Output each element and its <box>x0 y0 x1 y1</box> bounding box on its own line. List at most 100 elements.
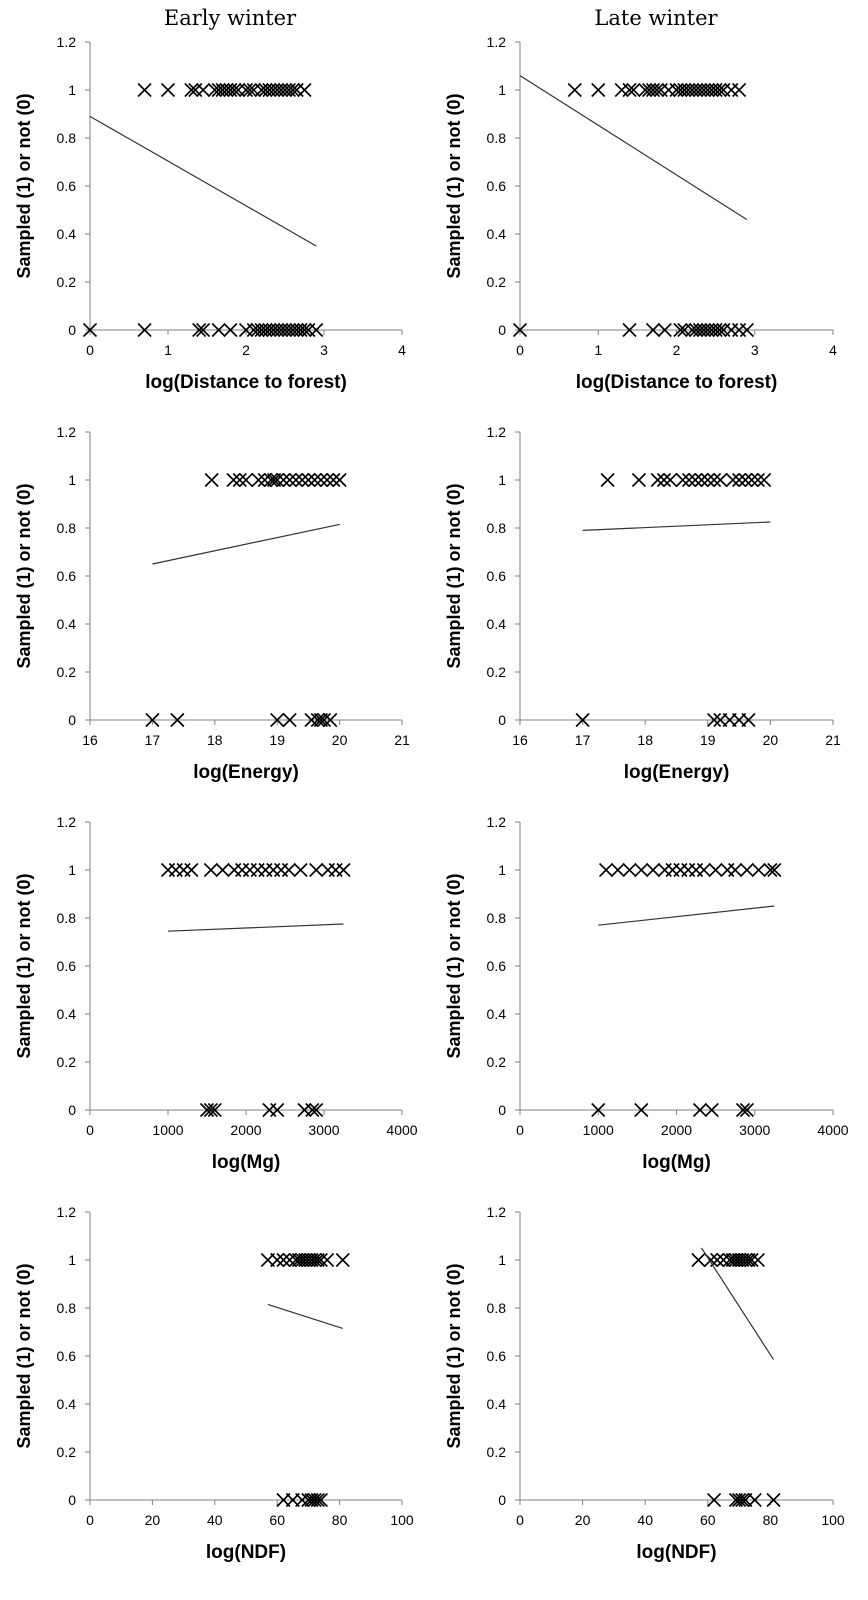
chart-early-mg-point-sampled <box>309 862 324 878</box>
chart-early-energy-point-sampled <box>232 472 247 488</box>
chart-early-energy-point-sampled <box>301 472 316 488</box>
chart-late-ndf-point-not-sampled <box>706 1492 722 1508</box>
chart-early-energy-y-tick-label: 0.6 <box>57 568 77 584</box>
chart-early-ndf-x-tick-label: 40 <box>207 1512 223 1528</box>
chart-late-distance-y-tick-label: 0.8 <box>487 130 507 146</box>
chart-early-energy-point-sampled <box>332 472 347 488</box>
chart-late-mg-point-sampled <box>657 862 672 878</box>
chart-late-mg-x-tick-label: 2000 <box>661 1122 692 1138</box>
chart-late-energy-x-tick-label: 18 <box>637 732 653 748</box>
chart-late-distance-point-sampled <box>661 82 676 98</box>
chart-early-distance-x-tick-label: 3 <box>320 342 328 358</box>
chart-early-energy-y-tick-label: 0.4 <box>57 616 77 632</box>
chart-early-mg-y-tick-label: 0 <box>68 1102 76 1118</box>
chart-early-energy-point-not-sampled <box>170 712 185 728</box>
chart-late-energy-y-tick-label: 0.2 <box>487 664 507 680</box>
chart-late-ndf-point-not-sampled <box>735 1492 750 1508</box>
chart-late-mg-point-sampled <box>688 862 704 878</box>
chart-late-distance-point-not-sampled <box>673 322 688 338</box>
chart-late-energy-point-not-sampled <box>741 712 756 728</box>
chart-late-ndf-point-not-sampled <box>747 1492 762 1508</box>
chart-early-energy-point-sampled <box>288 472 303 488</box>
chart-late-distance-y-tick-label: 0.6 <box>487 178 507 194</box>
chart-early-distance-point-not-sampled <box>137 322 152 338</box>
chart-early-distance-point-not-sampled <box>82 322 98 338</box>
chart-late-mg-point-not-sampled <box>704 1102 719 1118</box>
chart-early-distance-y-tick-label: 1 <box>68 82 76 98</box>
chart-late-distance-x-axis-label: log(Distance to forest) <box>576 372 778 393</box>
chart-early-distance-point-sampled <box>196 82 211 98</box>
chart-late-energy-point-sampled <box>600 472 615 488</box>
chart-early-mg-point-sampled <box>320 862 335 878</box>
chart-early-energy-x-tick-label: 16 <box>82 732 98 748</box>
chart-late-mg-point-sampled <box>739 862 754 878</box>
chart-early-mg-y-tick-label: 0.4 <box>57 1006 77 1022</box>
chart-early-energy-y-tick-label: 0.2 <box>57 664 77 680</box>
chart-early-ndf-point-sampled <box>335 1252 350 1268</box>
chart-late-distance-point-not-sampled <box>657 322 672 338</box>
chart-early-energy-point-sampled <box>226 472 241 488</box>
chart-early-mg-point-not-sampled <box>203 1102 218 1118</box>
chart-early-mg-y-tick-label: 1 <box>68 862 76 878</box>
chart-late-energy-x-tick-label: 17 <box>575 732 591 748</box>
chart-late-energy-point-sampled <box>688 472 703 488</box>
chart-early-energy-point-sampled <box>313 472 328 488</box>
chart-late-mg-point-sampled <box>622 862 637 878</box>
chart-early-ndf-point-sampled <box>307 1252 322 1268</box>
chart-late-distance-point-sampled <box>591 82 606 98</box>
chart-early-mg-x-tick-label: 4000 <box>386 1122 417 1138</box>
chart-early-energy-point-not-sampled <box>316 712 332 728</box>
chart-late-ndf-y-tick-label: 0 <box>498 1492 506 1508</box>
chart-early-ndf-y-tick-label: 0.2 <box>57 1444 77 1460</box>
chart-early-distance-x-tick-label: 2 <box>242 342 250 358</box>
chart-late-mg-point-sampled <box>720 862 735 878</box>
chart-early-energy-trend-line <box>152 523 340 565</box>
chart-late-mg-point-sampled <box>645 862 661 878</box>
chart-late-energy-point-sampled <box>681 472 697 488</box>
chart-early-energy: 0 0.2 0.4 0.6 0.8 1 1.2 16 17 18 19 20 21 log(Energy)… <box>14 424 410 783</box>
chart-early-distance-point-sampled <box>160 82 176 98</box>
chart-early-distance-point-sampled <box>184 82 199 98</box>
chart-late-ndf-point-sampled <box>710 1252 725 1268</box>
chart-late-ndf-point-sampled <box>738 1252 753 1268</box>
chart-late-mg-point-not-sampled <box>591 1102 606 1118</box>
chart-late-energy-y-tick-label: 0.6 <box>487 568 507 584</box>
chart-late-distance-x-tick-label: 3 <box>751 342 759 358</box>
chart-early-distance-trend-line <box>89 115 317 247</box>
chart-late-mg-point-sampled <box>708 862 723 878</box>
chart-early-distance-point-sampled <box>227 82 242 98</box>
chart-late-mg-y-tick-label: 1.2 <box>487 814 507 830</box>
chart-late-energy-trend-line <box>582 521 771 531</box>
chart-late-energy-point-sampled <box>694 472 709 488</box>
chart-late-distance-point-sampled <box>724 82 739 98</box>
chart-early-mg-point-sampled <box>176 862 191 878</box>
chart-early-energy-point-sampled <box>326 472 341 488</box>
chart-late-mg-x-tick-label: 4000 <box>817 1122 848 1138</box>
chart-early-distance-point-sampled <box>242 82 257 98</box>
chart-late-distance-point-sampled <box>622 82 637 98</box>
chart-late-distance-point-not-sampled <box>739 322 754 338</box>
chart-early-mg-point-sampled <box>215 862 230 878</box>
chart-late-mg-point-sampled <box>751 862 766 878</box>
chart-late-energy-point-sampled <box>744 472 759 488</box>
chart-late-ndf-y-tick-label: 1.2 <box>487 1204 507 1220</box>
chart-early-energy-y-tick-label: 0 <box>68 712 76 728</box>
chart-late-distance-x-tick-label: 2 <box>673 342 681 358</box>
chart-early-distance-point-sampled <box>137 82 152 98</box>
chart-late-ndf-y-tick-label: 0.8 <box>487 1300 507 1316</box>
chart-early-ndf-point-not-sampled <box>310 1492 325 1508</box>
chart-early-distance-y-tick-label: 0.4 <box>57 226 77 242</box>
chart-late-ndf-point-sampled <box>750 1252 765 1268</box>
chart-early-distance: 0 0.2 0.4 0.6 0.8 1 1.2 0 1 2 3 4 log(Distance to fo… <box>14 34 406 393</box>
chart-late-energy-x-tick-label: 20 <box>763 732 779 748</box>
chart-late-ndf-y-tick-label: 0.6 <box>487 1348 507 1364</box>
chart-early-distance-x-tick-label: 0 <box>86 342 94 358</box>
chart-early-ndf-y-axis-label: Sampled (1) or not (0) <box>14 1263 34 1448</box>
chart-early-energy-y-tick-label: 1.2 <box>57 424 77 440</box>
chart-late-energy-y-tick-label: 0 <box>498 712 506 728</box>
chart-late-ndf-x-tick-label: 100 <box>821 1512 845 1528</box>
chart-early-mg-x-axis-label: log(Mg) <box>212 1152 281 1173</box>
chart-early-ndf-y-tick-label: 0.8 <box>57 1300 77 1316</box>
chart-early-ndf-y-tick-label: 1 <box>68 1252 76 1268</box>
chart-late-mg: 0 0.2 0.4 0.6 0.8 1 1.2 0 1000 2000 3000 4000 log(Mg… <box>444 814 849 1173</box>
